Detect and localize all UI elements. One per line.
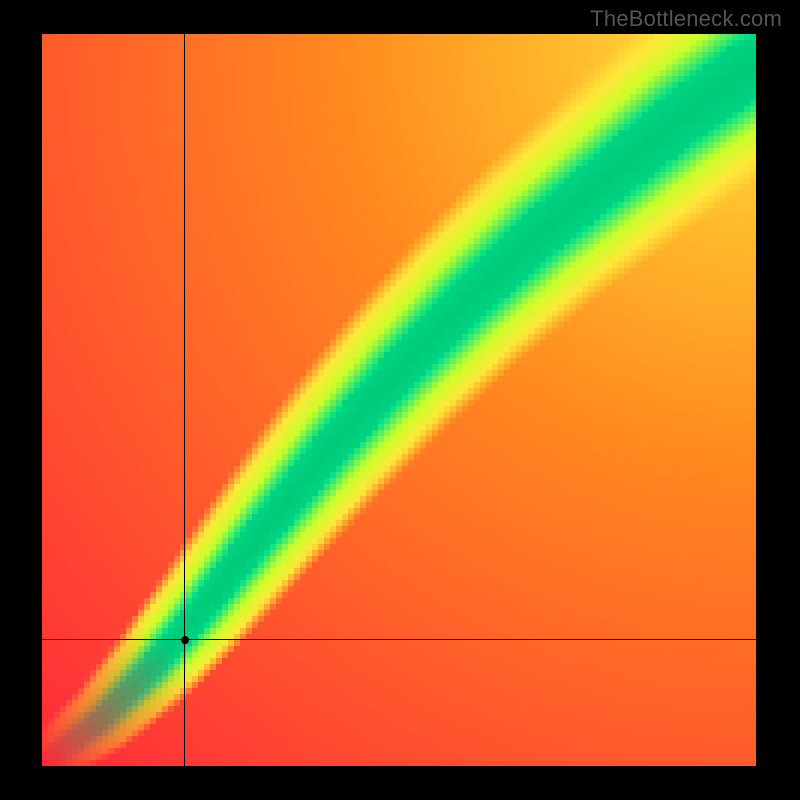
- chart-container: TheBottleneck.com: [0, 0, 800, 800]
- watermark-text: TheBottleneck.com: [590, 6, 782, 32]
- crosshair-vertical: [184, 34, 185, 768]
- heatmap-canvas: [42, 34, 756, 766]
- plot-area: [42, 34, 756, 768]
- crosshair-marker: [181, 636, 189, 644]
- crosshair-horizontal: [42, 639, 756, 640]
